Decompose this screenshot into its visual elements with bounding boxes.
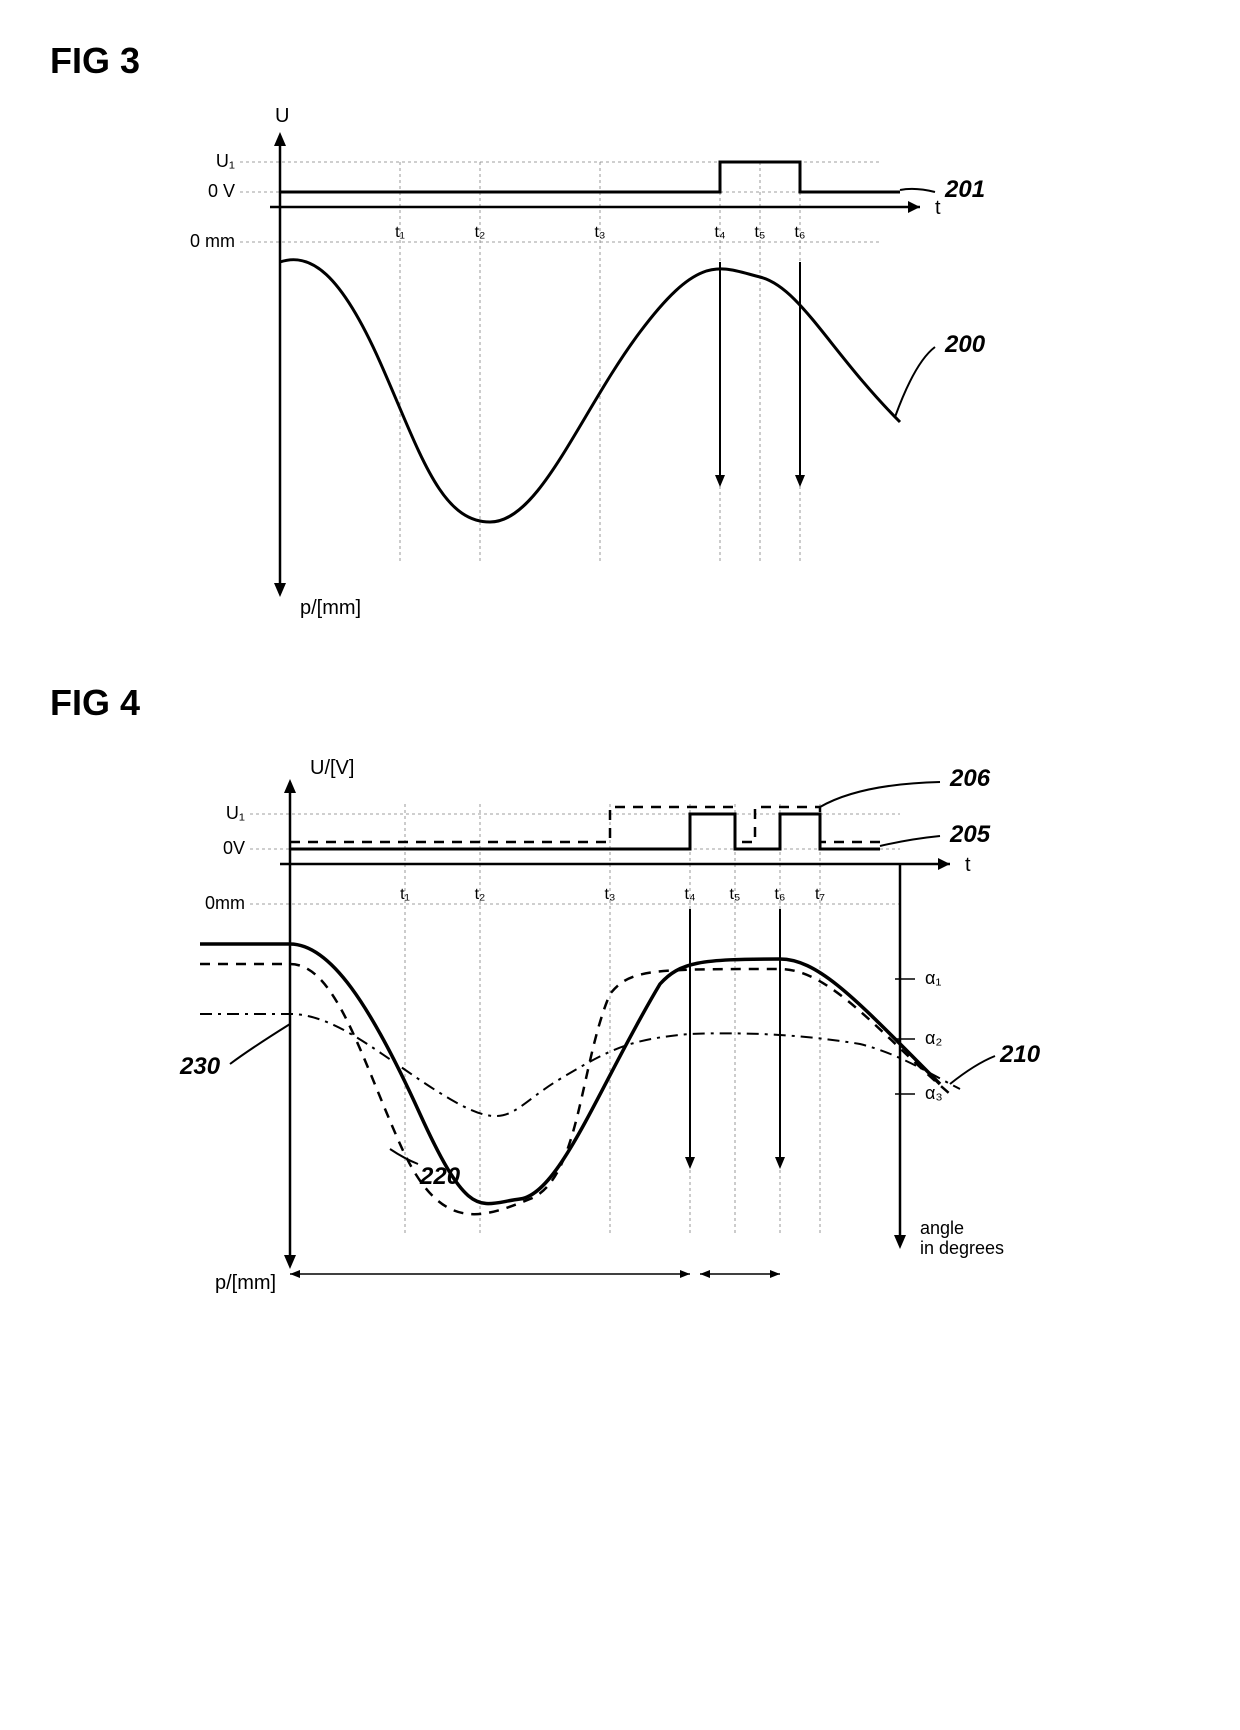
alpha1: α₁ xyxy=(925,968,941,988)
arrow-down-t4-head xyxy=(685,1157,695,1169)
arrow-down-t6-head xyxy=(775,1157,785,1169)
alpha2: α₂ xyxy=(925,1028,942,1048)
tick-t3: t₃ xyxy=(595,224,606,241)
pulse-201 xyxy=(280,162,900,192)
arrow-down-t4-head xyxy=(715,475,725,487)
tick-0v: 0 V xyxy=(208,181,235,201)
tick-0mm: 0mm xyxy=(205,893,245,913)
span1-l xyxy=(290,1270,300,1278)
span2-l xyxy=(700,1270,710,1278)
leader-201 xyxy=(900,189,935,192)
callout-205: 205 xyxy=(949,821,991,848)
tick-t3: t₃ xyxy=(605,886,616,903)
tick-0v: 0V xyxy=(223,838,245,858)
tick-u1: U₁ xyxy=(226,803,245,823)
leader-220 xyxy=(390,1149,418,1164)
t-axis-arrow xyxy=(908,201,920,213)
leader-230 xyxy=(230,1024,290,1064)
span2-r xyxy=(770,1270,780,1278)
t-label: t xyxy=(965,854,971,876)
callout-201: 201 xyxy=(944,176,985,203)
pulse-205 xyxy=(290,814,880,849)
curve-220 xyxy=(200,964,950,1214)
callout-220: 220 xyxy=(419,1163,461,1190)
callout-200: 200 xyxy=(944,331,986,358)
tick-t4: t₄ xyxy=(685,886,696,903)
curve-200 xyxy=(280,260,900,522)
tick-t2: t₂ xyxy=(475,224,486,241)
u-label: U/[V] xyxy=(310,757,354,779)
tick-t1: t₁ xyxy=(395,224,405,241)
leader-210 xyxy=(950,1056,995,1084)
span1-r xyxy=(680,1270,690,1278)
t-axis-arrow xyxy=(938,858,950,870)
tick-t6: t₆ xyxy=(775,886,786,903)
tick-t5: t₅ xyxy=(755,224,766,241)
callout-206: 206 xyxy=(949,765,991,792)
pulse-206 xyxy=(290,807,880,842)
fig3-chart: U t p/[mm] U₁ 0 V 0 mm t₁ t₂ t₃ t₄ t₅ t₆… xyxy=(160,102,1200,622)
leader-205 xyxy=(880,836,940,846)
u-axis-arrow xyxy=(284,779,296,793)
tick-u1: U₁ xyxy=(216,151,235,171)
leader-206 xyxy=(820,782,940,807)
tick-t7: t₇ xyxy=(815,886,825,903)
fig4-chart: U/[V] t p/[mm] angle in degrees U₁ 0V 0m… xyxy=(160,744,1200,1304)
angle-label-2: in degrees xyxy=(920,1238,1004,1258)
curve-230 xyxy=(200,1014,960,1116)
p-label: p/[mm] xyxy=(300,597,361,619)
fig3-title: FIG 3 xyxy=(50,40,1200,82)
angle-axis-arrow xyxy=(894,1235,906,1249)
u-axis-arrow xyxy=(274,132,286,146)
tick-t2: t₂ xyxy=(475,886,486,903)
p-axis-arrow xyxy=(284,1255,296,1269)
alpha3: α₃ xyxy=(925,1083,943,1103)
tick-t1: t₁ xyxy=(400,886,410,903)
tick-t4: t₄ xyxy=(715,224,726,241)
tick-t6: t₆ xyxy=(795,224,806,241)
arrow-down-t6-head xyxy=(795,475,805,487)
fig4-title: FIG 4 xyxy=(50,682,1200,724)
tick-t5: t₅ xyxy=(730,886,741,903)
p-label: p/[mm] xyxy=(215,1272,276,1294)
angle-label-1: angle xyxy=(920,1218,964,1238)
tick-0mm: 0 mm xyxy=(190,231,235,251)
callout-230: 230 xyxy=(179,1053,221,1080)
p-axis-arrow xyxy=(274,583,286,597)
u-label: U xyxy=(275,105,289,127)
leader-200 xyxy=(895,347,935,417)
t-label: t xyxy=(935,197,941,219)
callout-210: 210 xyxy=(999,1041,1041,1068)
